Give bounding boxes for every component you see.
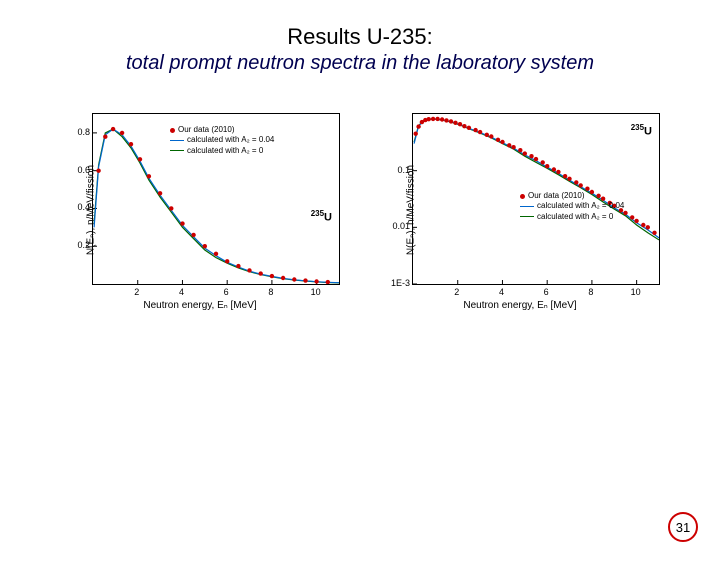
ytick: 0.6 bbox=[56, 165, 90, 175]
legend: Our data (2010)calculated with A₂ = 0.04… bbox=[520, 191, 624, 222]
ytick: 0.1 bbox=[376, 165, 410, 175]
line-icon bbox=[520, 216, 534, 217]
xtick: 4 bbox=[179, 287, 184, 297]
chart-log: N(Eₙ), n/MeV/fission Neutron energy, Eₙ … bbox=[370, 105, 670, 315]
ytick: 1E-3 bbox=[376, 278, 410, 288]
xlabel-right: Neutron energy, Eₙ [MeV] bbox=[370, 300, 670, 311]
xtick: 6 bbox=[544, 287, 549, 297]
xtick: 8 bbox=[268, 287, 273, 297]
charts-row: N(Eₙ), n/MeV/fission Neutron energy, Eₙ … bbox=[0, 105, 720, 315]
legend-item-calc-a: calculated with A₂ = 0.04 bbox=[170, 135, 274, 145]
line-icon bbox=[170, 150, 184, 151]
line-icon bbox=[170, 140, 184, 141]
ytick: 0.01 bbox=[376, 221, 410, 231]
ytick: 0.4 bbox=[56, 202, 90, 212]
legend-item-calc-b: calculated with A₂ = 0 bbox=[520, 212, 624, 222]
legend-item-data: Our data (2010) bbox=[520, 191, 624, 201]
chart-linear: N(Eₙ), n/MeV/fission Neutron energy, Eₙ … bbox=[50, 105, 350, 315]
ytick: 0.2 bbox=[56, 240, 90, 250]
xtick: 2 bbox=[454, 287, 459, 297]
xtick: 6 bbox=[224, 287, 229, 297]
ylabel-right: N(Eₙ), n/MeV/fission bbox=[406, 165, 417, 255]
dot-icon bbox=[170, 128, 175, 133]
dot-icon bbox=[520, 194, 525, 199]
xtick: 2 bbox=[134, 287, 139, 297]
xtick: 10 bbox=[311, 287, 321, 297]
page-subtitle: total prompt neutron spectra in the labo… bbox=[0, 52, 720, 75]
legend-item-data: Our data (2010) bbox=[170, 125, 274, 135]
xlabel-left: Neutron energy, Eₙ [MeV] bbox=[50, 300, 350, 311]
xtick: 4 bbox=[499, 287, 504, 297]
legend: Our data (2010)calculated with A₂ = 0.04… bbox=[170, 125, 274, 156]
page-title: Results U-235: bbox=[0, 24, 720, 50]
page-number: 31 bbox=[676, 520, 690, 535]
ytick: 0.8 bbox=[56, 127, 90, 137]
xtick: 8 bbox=[588, 287, 593, 297]
isotope-label: 235U bbox=[631, 123, 652, 138]
legend-item-calc-a: calculated with A₂ = 0.04 bbox=[520, 201, 624, 211]
xtick: 10 bbox=[631, 287, 641, 297]
isotope-label: 235U bbox=[311, 209, 332, 224]
line-icon bbox=[520, 206, 534, 207]
legend-item-calc-b: calculated with A₂ = 0 bbox=[170, 146, 274, 156]
page-number-badge: 31 bbox=[668, 512, 698, 542]
